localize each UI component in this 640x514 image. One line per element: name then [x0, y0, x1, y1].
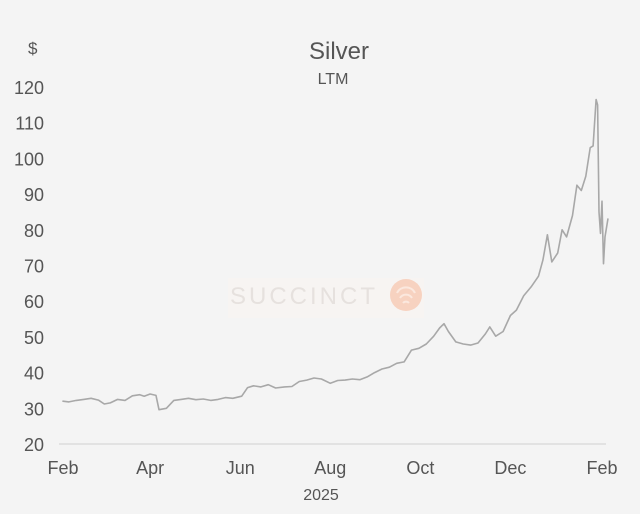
y-tick-label: 20	[24, 435, 44, 455]
x-tick-label: Feb	[47, 458, 78, 478]
y-tick-label: 80	[24, 221, 44, 241]
y-tick-label: 110	[15, 114, 44, 134]
series-group	[62, 98, 609, 411]
y-tick-label: 40	[24, 364, 44, 384]
y-tick-label: 100	[14, 149, 44, 169]
x-tick-label: Aug	[314, 458, 346, 478]
chart-subtitle: LTM	[318, 71, 349, 88]
y-tick-label: 70	[24, 257, 44, 277]
x-tick-label: Feb	[586, 458, 617, 478]
x-tick-label: Jun	[226, 458, 255, 478]
watermark: SUCCINCT	[228, 278, 424, 318]
y-axis: 20 30 40 50 60 70 80 90 100 110 120	[14, 78, 44, 455]
x-axis-year-label: 2025	[303, 487, 339, 504]
silver-price-line	[62, 98, 609, 411]
y-tick-label: 50	[24, 328, 44, 348]
chart-title: Silver	[309, 38, 369, 65]
x-tick-label: Apr	[136, 458, 164, 478]
watermark-text: SUCCINCT	[230, 283, 378, 310]
y-tick-label: 60	[24, 292, 44, 312]
x-tick-label: Oct	[406, 458, 434, 478]
y-axis-unit-label: $	[28, 39, 38, 58]
x-axis: Feb Apr Jun Aug Oct Dec Feb	[47, 458, 617, 478]
y-tick-label: 30	[24, 399, 44, 419]
y-tick-label: 120	[14, 78, 44, 98]
y-tick-label: 90	[24, 185, 44, 205]
x-tick-label: Dec	[494, 458, 526, 478]
succinct-logo-icon	[390, 279, 422, 311]
